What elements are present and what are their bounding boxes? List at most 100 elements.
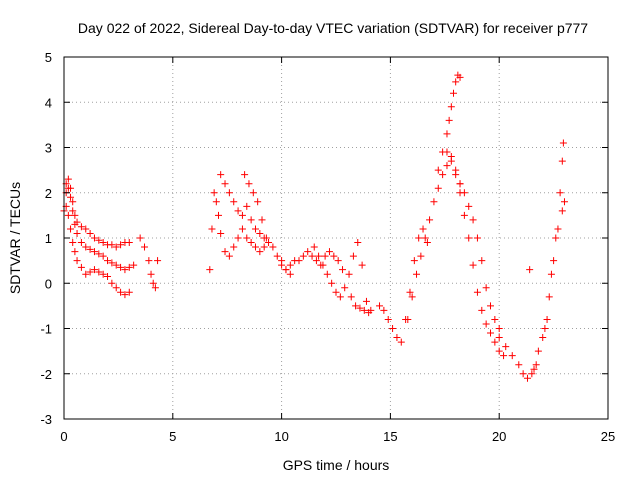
data-point xyxy=(86,245,94,253)
data-point xyxy=(265,239,273,247)
data-point xyxy=(415,234,423,242)
data-point xyxy=(86,229,94,237)
data-point xyxy=(151,284,159,292)
data-point xyxy=(286,261,294,269)
data-point xyxy=(245,180,253,188)
data-point xyxy=(145,257,153,265)
data-point xyxy=(99,270,107,278)
series-arc-h xyxy=(347,293,373,317)
data-point xyxy=(67,193,75,201)
data-point xyxy=(136,234,144,242)
data-point xyxy=(225,189,233,197)
data-point xyxy=(221,248,229,256)
data-point xyxy=(347,293,355,301)
x-tick-label: 25 xyxy=(601,429,615,444)
y-tick-label: 3 xyxy=(45,141,52,156)
series-arc-i xyxy=(376,225,431,346)
data-point xyxy=(99,252,107,260)
data-point xyxy=(310,243,318,251)
data-point xyxy=(495,325,503,332)
data-point xyxy=(406,288,414,296)
data-point xyxy=(539,334,547,342)
series-arc-d xyxy=(217,171,294,278)
data-point xyxy=(117,288,125,296)
data-point xyxy=(77,239,85,247)
data-point xyxy=(473,288,481,296)
data-point xyxy=(108,259,116,267)
grid-lines xyxy=(64,57,608,419)
data-point xyxy=(325,248,333,256)
data-point xyxy=(141,243,149,251)
series-arc-e xyxy=(241,171,270,242)
data-point xyxy=(445,116,453,124)
data-point xyxy=(217,171,225,179)
data-point xyxy=(328,279,336,287)
data-point xyxy=(421,234,429,242)
data-point xyxy=(380,306,388,314)
data-point xyxy=(532,361,540,369)
data-point xyxy=(486,329,494,337)
series-arc-l xyxy=(443,148,508,360)
data-point xyxy=(149,279,157,287)
data-point xyxy=(334,257,342,265)
data-point xyxy=(452,171,460,179)
data-point xyxy=(71,211,79,219)
data-point xyxy=(543,315,551,323)
data-point xyxy=(251,243,259,251)
series-arc-p xyxy=(541,198,568,332)
data-point xyxy=(558,207,566,215)
data-point xyxy=(469,261,477,269)
data-point xyxy=(86,268,94,276)
data-point xyxy=(434,166,442,174)
data-point xyxy=(491,338,499,346)
series-arc-c xyxy=(206,189,268,274)
data-point xyxy=(528,370,536,378)
data-point xyxy=(495,347,503,355)
data-point xyxy=(336,293,344,301)
data-point xyxy=(225,252,233,260)
data-point xyxy=(82,243,90,251)
data-point xyxy=(341,284,349,292)
data-point xyxy=(112,261,120,269)
data-point xyxy=(560,198,568,206)
data-point xyxy=(121,266,129,274)
series-arc-m xyxy=(456,180,503,332)
data-point xyxy=(77,263,85,271)
y-tick-label: -3 xyxy=(40,412,52,427)
data-point xyxy=(238,211,246,219)
series-arc-a-lower xyxy=(62,202,133,299)
data-point xyxy=(352,302,360,310)
data-point xyxy=(404,315,412,323)
data-point xyxy=(69,207,77,215)
data-point xyxy=(234,234,242,242)
data-point xyxy=(315,252,323,260)
data-point xyxy=(69,198,77,206)
data-point xyxy=(526,266,534,274)
data-point xyxy=(247,216,255,224)
data-point xyxy=(376,302,384,310)
series-arc-b xyxy=(136,234,162,292)
data-point xyxy=(465,202,473,210)
data-point xyxy=(210,189,218,197)
data-point xyxy=(121,291,129,299)
data-point xyxy=(104,272,112,280)
y-tick-label: 0 xyxy=(45,276,52,291)
data-point xyxy=(426,216,434,224)
data-point xyxy=(434,184,442,192)
data-point xyxy=(417,252,425,260)
data-point xyxy=(419,225,427,233)
data-point xyxy=(254,198,262,206)
data-point xyxy=(269,243,277,251)
data-point xyxy=(465,234,473,242)
data-point xyxy=(117,241,125,249)
series-arc-n xyxy=(495,266,540,382)
data-point xyxy=(82,270,90,278)
y-tick-label: -2 xyxy=(40,367,52,382)
data-point xyxy=(221,180,229,188)
data-point xyxy=(541,325,549,332)
x-tick-label: 0 xyxy=(60,429,67,444)
series-arc-a-upper xyxy=(60,175,133,251)
data-point xyxy=(478,306,486,314)
data-point xyxy=(447,103,455,111)
